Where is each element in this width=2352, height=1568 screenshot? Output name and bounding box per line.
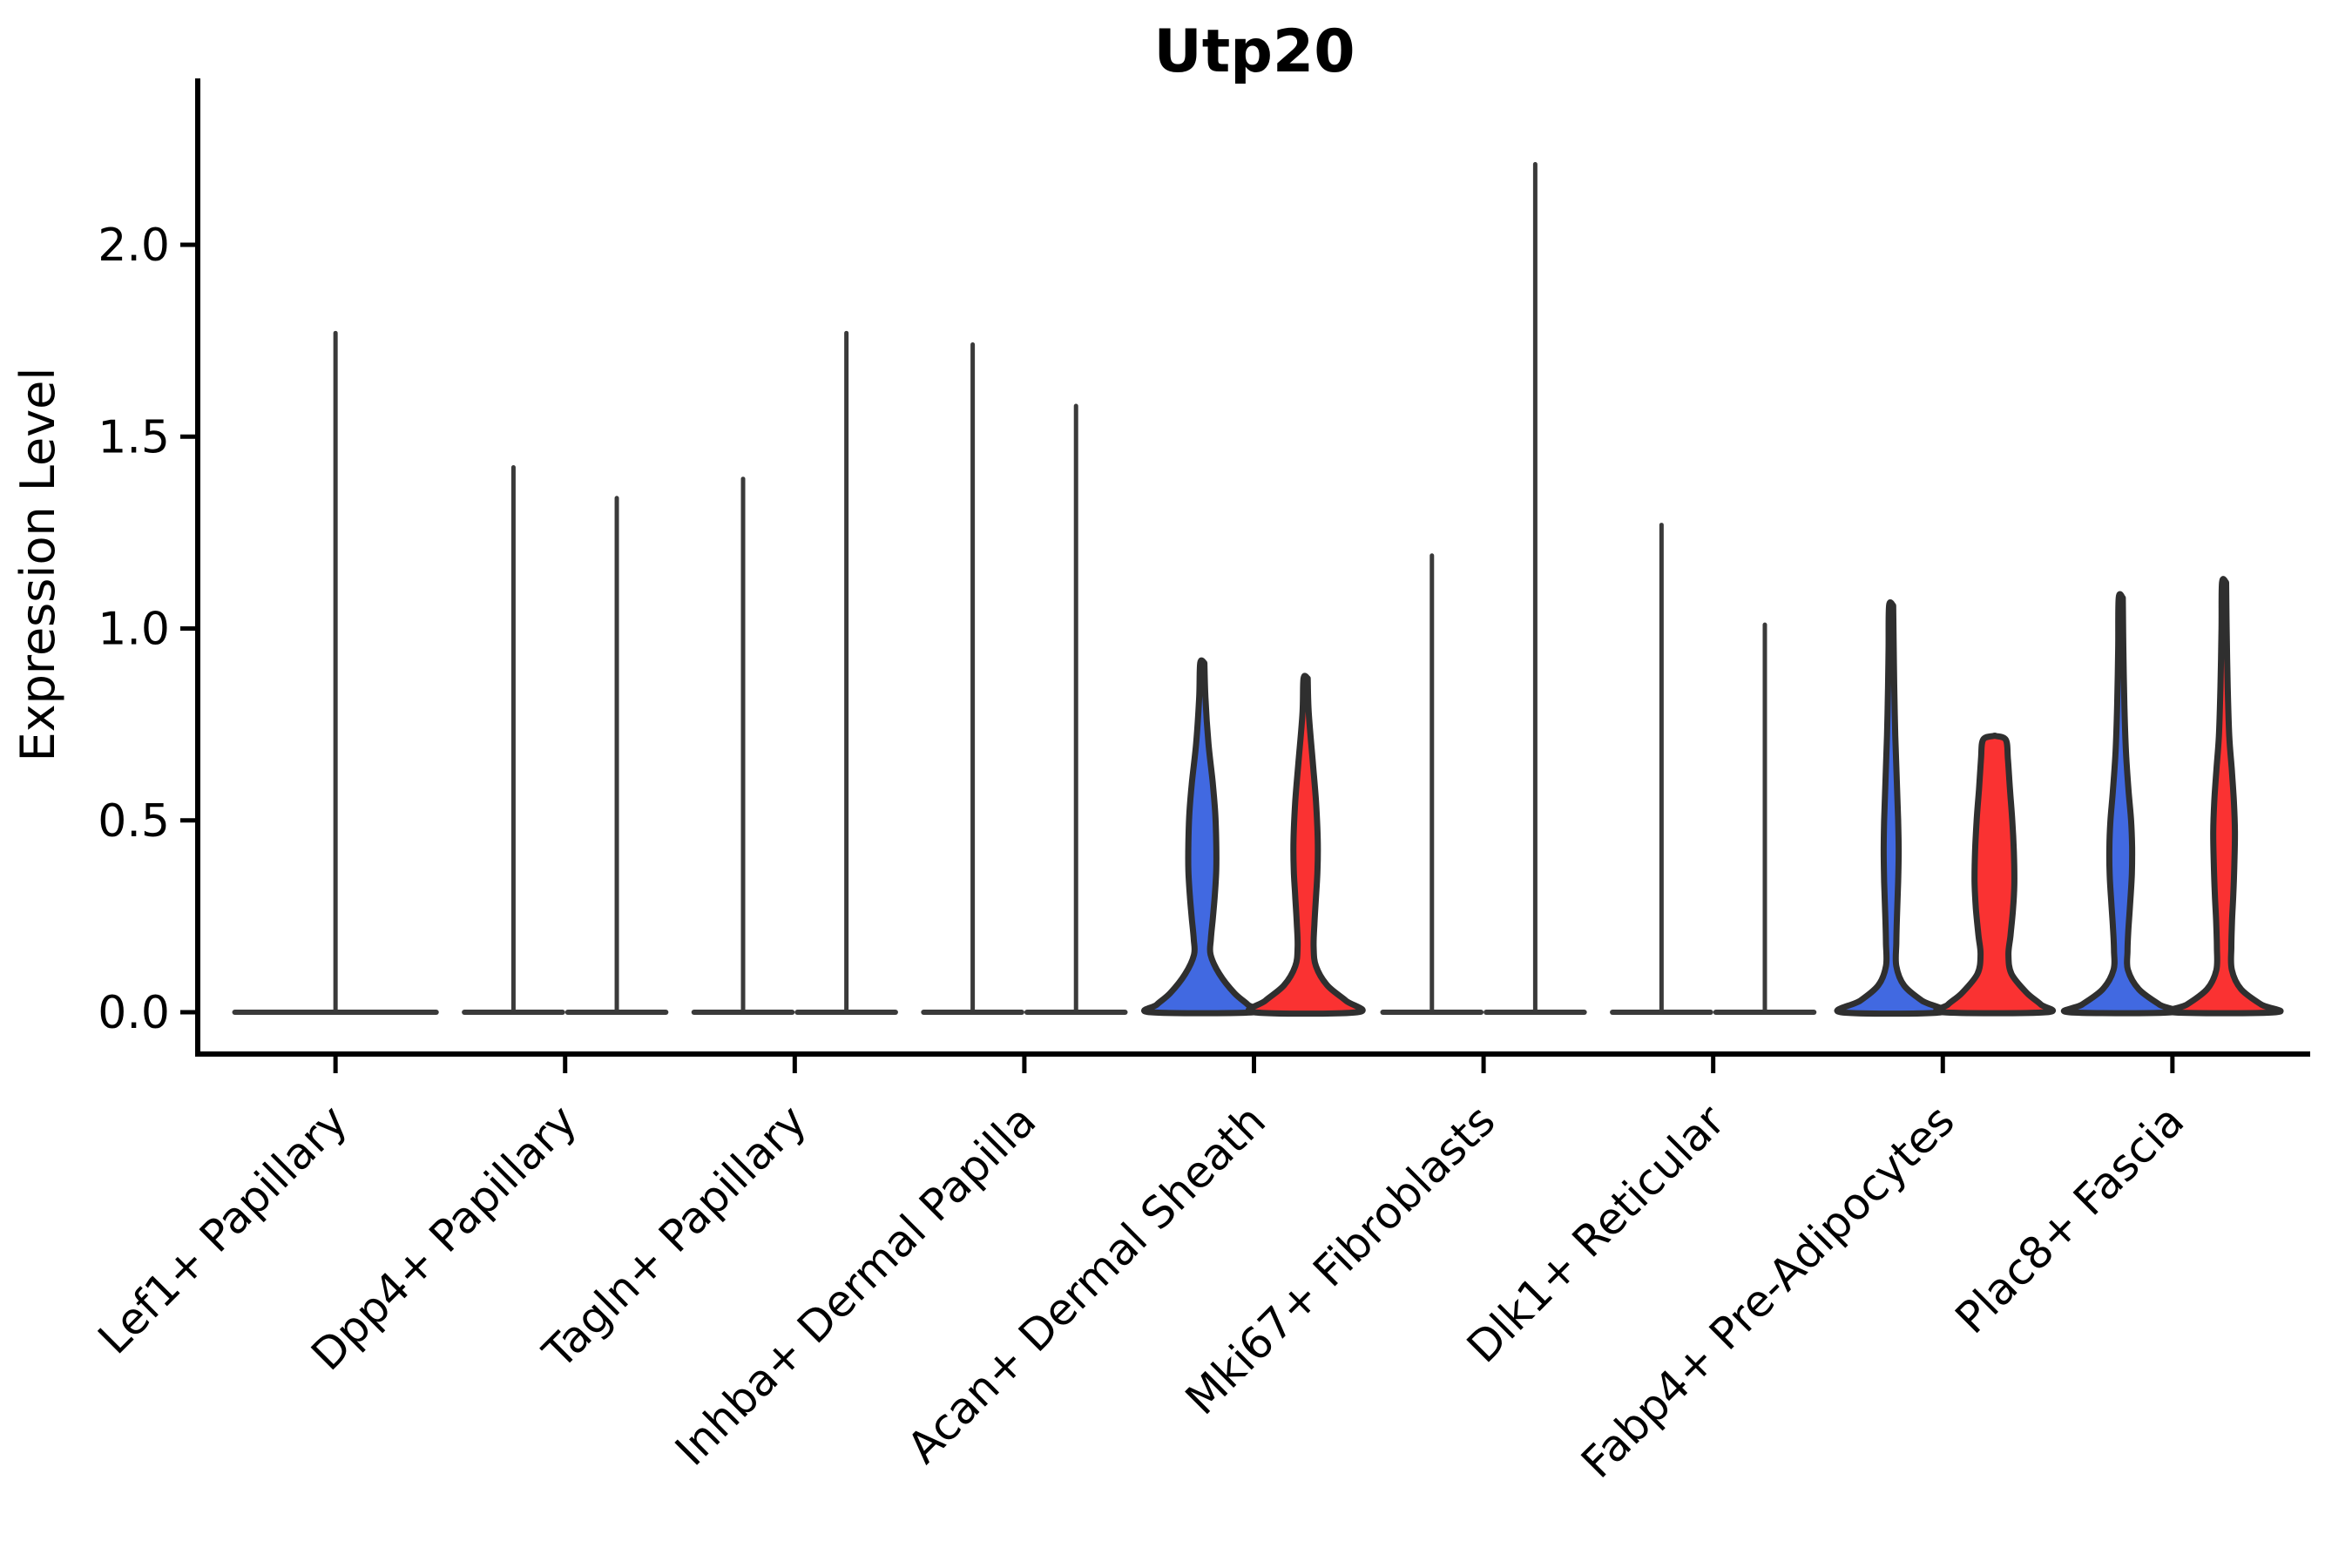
y-tick-label: 1.0 xyxy=(98,604,170,656)
plot-title: Utp20 xyxy=(1153,17,1355,86)
category-2 xyxy=(691,330,898,1015)
category-3 xyxy=(921,342,1128,1015)
y-tick-label: 1.5 xyxy=(98,411,170,463)
category-0 xyxy=(232,330,439,1015)
x-tick-label: Lef1+ Papillary xyxy=(89,1095,357,1363)
violin-blue-4-0 xyxy=(1141,657,1264,1017)
category-4 xyxy=(1141,657,1366,1017)
category-6 xyxy=(1610,523,1817,1015)
violin-layer xyxy=(232,161,2284,1017)
violin-red-7-1 xyxy=(1933,732,2056,1017)
y-axis-label: Expression Level xyxy=(10,368,65,762)
x-tick-label: Plac8+ Fascia xyxy=(1946,1095,2194,1343)
y-tick-label: 0.5 xyxy=(98,795,170,848)
category-7 xyxy=(1834,599,2056,1017)
violin-blue-7-0 xyxy=(1834,599,1949,1017)
violin-blue-8-0 xyxy=(2060,591,2181,1017)
violin-red-8-1 xyxy=(2164,576,2284,1017)
y-tick-label: 0.0 xyxy=(98,987,170,1039)
category-1 xyxy=(462,464,669,1015)
category-5 xyxy=(1380,161,1587,1015)
x-tick-label: Fabp4+ Pre-Adipocytes xyxy=(1571,1095,1964,1488)
category-8 xyxy=(2060,576,2284,1017)
violin-red-4-1 xyxy=(1245,672,1366,1017)
y-tick-label: 2.0 xyxy=(98,220,170,272)
